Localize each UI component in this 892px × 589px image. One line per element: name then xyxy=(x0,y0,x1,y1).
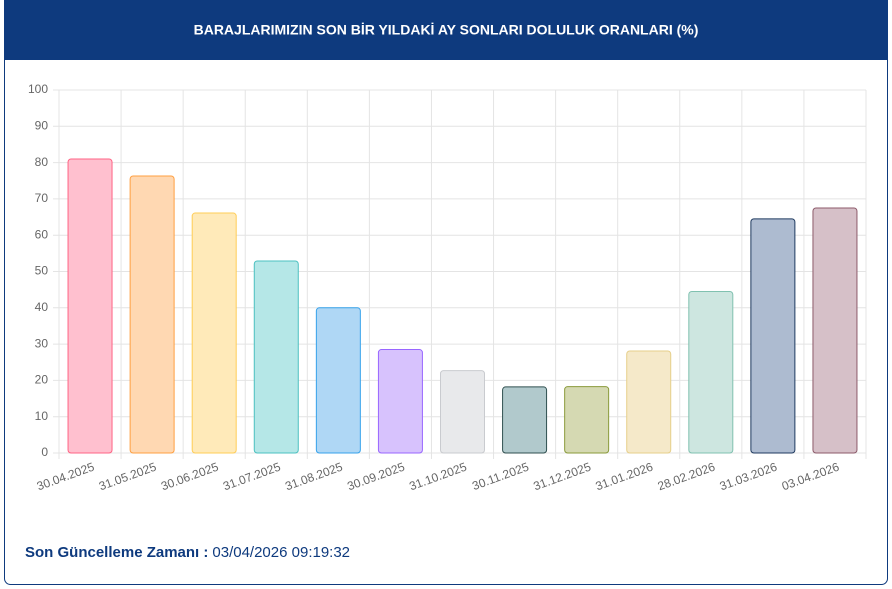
y-tick-label: 0 xyxy=(41,445,48,459)
footer-value: 03/04/2026 09:19:32 xyxy=(212,544,350,561)
y-tick-label: 20 xyxy=(35,373,49,387)
bar xyxy=(315,307,361,454)
y-tick-label: 90 xyxy=(35,118,49,132)
bar xyxy=(750,218,796,454)
bar xyxy=(812,207,858,454)
bar xyxy=(688,290,734,454)
header xyxy=(4,0,888,60)
bar xyxy=(626,350,672,454)
bar xyxy=(67,158,113,454)
y-tick-label: 50 xyxy=(35,264,49,278)
y-tick-label: 10 xyxy=(35,409,49,423)
y-tick-label: 30 xyxy=(35,336,49,350)
y-tick-label: 60 xyxy=(35,227,49,241)
y-tick-label: 100 xyxy=(28,82,48,96)
header-title: BARAJLARIMIZIN SON BİR YILDAKİ AY SONLAR… xyxy=(194,22,699,38)
bar xyxy=(253,260,299,454)
y-tick-label: 40 xyxy=(35,300,49,314)
bar xyxy=(440,370,485,454)
y-tick-label: 70 xyxy=(35,191,49,205)
bar xyxy=(377,349,423,454)
footer-label: Son Güncelleme Zamanı : xyxy=(25,544,208,561)
bar xyxy=(191,212,237,454)
bar xyxy=(564,386,610,454)
y-tick-label: 80 xyxy=(35,155,49,169)
bar xyxy=(502,386,548,454)
bar xyxy=(129,175,175,454)
